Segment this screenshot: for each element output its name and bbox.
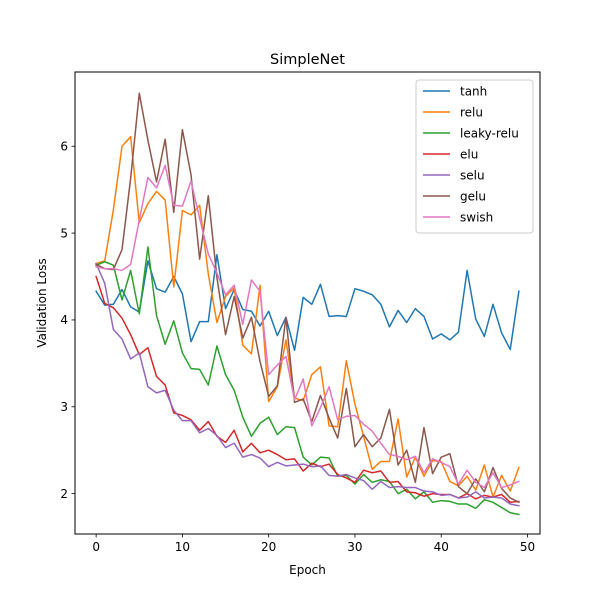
series-line-tanh [95,254,520,352]
x-tick-label: 10 [175,540,190,554]
axes-frame [74,71,541,535]
x-tick-label: 40 [434,540,449,554]
series-line-swish [95,164,520,489]
y-axis-ticks: 2 3 4 5 6 [60,140,75,501]
x-tick-label: 20 [261,540,276,554]
x-axis-label: Epoch [289,563,326,577]
legend-label-relu: relu [460,105,483,119]
x-tick-label: 30 [347,540,362,554]
chart-title: SimpleNet [270,52,345,68]
legend-label-selu: selu [460,168,485,182]
legend-label-tanh: tanh [460,84,487,98]
legend-box [415,79,534,234]
legend-label-leaky-relu: leaky-relu [460,126,519,140]
series-line-leaky-relu [95,246,520,516]
series-layer [95,92,520,516]
series-line-relu [95,135,520,498]
y-tick-label: 6 [60,140,68,154]
legend-label-elu: elu [460,147,478,161]
legend-label-swish: swish [460,210,493,224]
y-tick-label: 5 [60,226,68,240]
y-axis-label: Validation Loss [35,258,49,347]
series-line-gelu [95,92,520,504]
y-tick-label: 4 [60,313,68,327]
series-line-selu [95,262,520,507]
y-tick-label: 2 [60,487,68,501]
x-tick-label: 0 [92,540,100,554]
x-axis-ticks: 0 10 20 30 40 50 [92,534,535,554]
legend-label-gelu: gelu [460,189,486,203]
y-tick-label: 3 [60,400,68,414]
legend: tanh relu leaky-relu elu selu gelu swish [415,79,534,234]
x-tick-label: 50 [520,540,535,554]
